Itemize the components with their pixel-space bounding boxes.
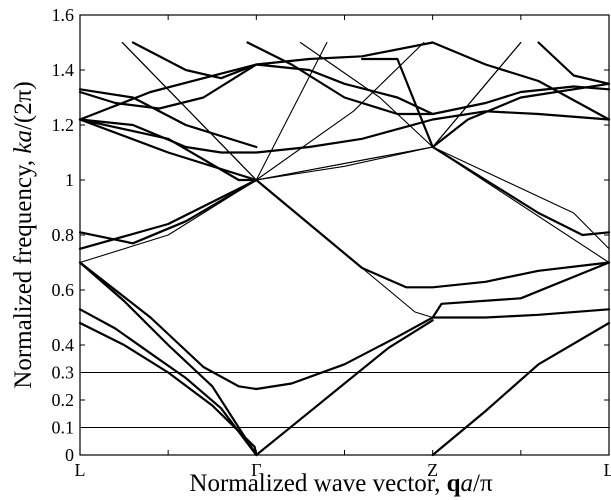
band-curve-5: [78, 261, 258, 457]
band-curve-9: [78, 178, 258, 250]
band-curve-3: [431, 321, 611, 457]
reference-lines: [80, 372, 609, 428]
x-axis-title: Normalized wave vector, qa/π: [189, 470, 493, 497]
x-tick-label: Γ: [251, 460, 261, 480]
y-axis-title: Normalized frequency, ka/(2π): [10, 81, 37, 388]
band-curve-24: [78, 88, 258, 149]
y-tick-label: 0.6: [52, 280, 75, 300]
band-curve-21: [78, 118, 258, 182]
band-curve-29: [361, 57, 611, 149]
band-curve-20: [78, 118, 258, 182]
band-curve-1: [78, 308, 258, 457]
y-tick-label: 0.8: [52, 225, 75, 245]
band-curve-27: [246, 41, 611, 116]
band-curve-16: [255, 146, 610, 250]
x-tick-label: L: [75, 460, 86, 480]
band-curve-26: [131, 41, 434, 80]
band-curve-4: [78, 261, 434, 391]
band-curve-0: [78, 321, 258, 457]
band-curve-30: [537, 41, 611, 85]
y-tick-label: 1.2: [52, 115, 75, 135]
band-curve-6: [431, 261, 611, 319]
y-tick-label: 0.4: [52, 335, 75, 355]
band-curve-23: [78, 63, 258, 121]
y-tick-label: 0: [65, 445, 74, 465]
band-curve-25: [78, 63, 434, 116]
y-tick-label: 1.6: [52, 5, 75, 25]
y-tick-label: 0.2: [52, 390, 75, 410]
band-curve-22: [78, 110, 611, 154]
band-curve-13: [121, 41, 434, 319]
band-curve-10: [78, 178, 258, 245]
axis-ticks: [79, 14, 610, 456]
band-curve-2: [255, 319, 434, 457]
band-curve-28: [431, 41, 611, 121]
band-curves: [78, 41, 611, 457]
band-curve-19: [121, 41, 328, 181]
y-tick-labels: 0 0.1 0.2 0.3 0.4 0.6 0.8 1 1.2 1.4 1.6: [52, 5, 75, 465]
x-tick-label: Z: [427, 460, 438, 480]
band-curve-18: [299, 41, 522, 148]
y-tick-label: 0.3: [52, 363, 75, 383]
y-tick-label: 1.4: [52, 60, 75, 80]
x-tick-label: L: [604, 460, 611, 480]
band-curve-12: [431, 145, 611, 237]
y-tick-label: 0.1: [52, 418, 75, 438]
band-curve-11: [255, 178, 611, 289]
y-tick-label: 1: [65, 170, 74, 190]
band-curve-7: [431, 308, 611, 319]
